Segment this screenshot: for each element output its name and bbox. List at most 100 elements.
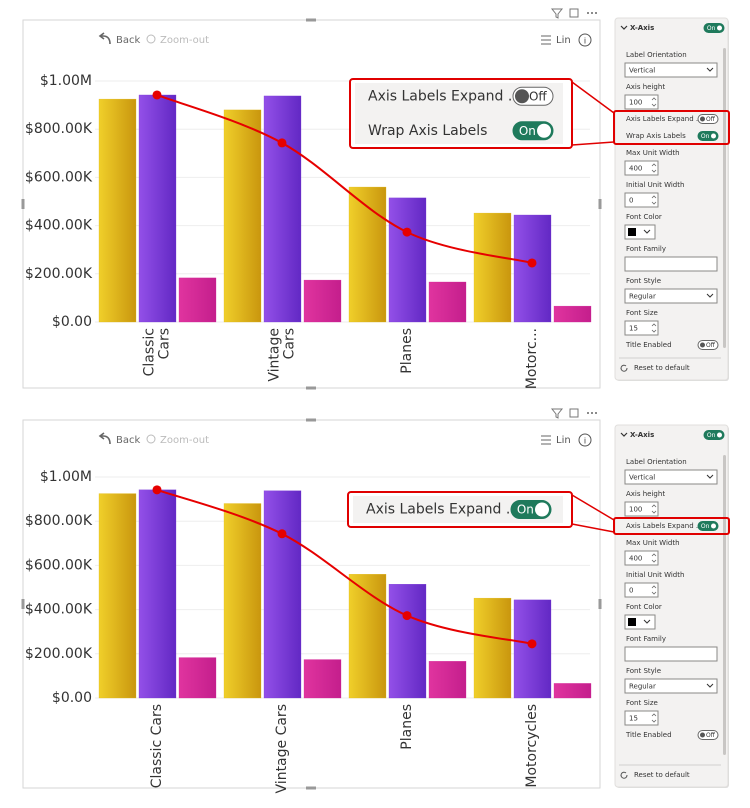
dropdown[interactable]: [624, 288, 718, 304]
y-tick-label: $400.00K: [25, 218, 93, 234]
bar: [303, 279, 342, 323]
toggle[interactable]: Off: [697, 340, 719, 350]
toggle-knob: [537, 123, 551, 138]
spin-arrows: [651, 163, 657, 173]
x-tick-label-line: Cars: [157, 328, 173, 359]
resize-handle: [306, 786, 316, 790]
zoom-out-button[interactable]: Zoom-out: [160, 35, 209, 46]
info-icon[interactable]: [578, 433, 592, 447]
dropdown-value: Regular: [629, 683, 656, 691]
text-input[interactable]: [624, 646, 718, 662]
dropdown-chevron: [706, 474, 714, 479]
reset-icon[interactable]: [620, 771, 628, 779]
reset-button[interactable]: Reset to default: [634, 364, 690, 372]
x-tick-label-line: Classic: [141, 328, 157, 376]
toggle[interactable]: Off: [697, 730, 719, 740]
spin-box[interactable]: [624, 320, 659, 336]
text-input[interactable]: [624, 256, 718, 272]
spin-box[interactable]: [624, 550, 659, 566]
more-dot[interactable]: [595, 12, 597, 14]
more-dot[interactable]: [587, 412, 589, 414]
spin-box[interactable]: [624, 710, 659, 726]
setting-label: Axis height: [626, 490, 665, 498]
bar: [348, 186, 387, 323]
toggle[interactable]: Off: [512, 86, 554, 106]
more-dot[interactable]: [591, 12, 593, 14]
spin-arrows: [651, 585, 657, 595]
more-dot[interactable]: [591, 412, 593, 414]
collapse-chevron[interactable]: [620, 432, 628, 437]
toggle-knob: [535, 502, 549, 517]
back-button[interactable]: Back: [116, 35, 140, 46]
bar: [178, 657, 217, 699]
y-tick-label: $200.00K: [25, 266, 93, 282]
callout-connector: [571, 523, 615, 533]
bar: [388, 197, 427, 323]
focus-icon[interactable]: [569, 8, 579, 18]
toggle-knob: [711, 523, 716, 529]
spin-box[interactable]: [624, 501, 659, 517]
x-tick-label: Planes: [399, 704, 415, 750]
dropdown[interactable]: [624, 678, 718, 694]
info-icon[interactable]: [578, 33, 592, 47]
callout-label: Wrap Axis Labels: [368, 123, 487, 139]
dropdown[interactable]: [624, 469, 718, 485]
line: [156, 94, 533, 264]
setting-label: Title Enabled: [625, 731, 672, 739]
spin-value: 0: [629, 587, 633, 595]
dropdown-value: Regular: [629, 293, 656, 301]
line-point: [527, 258, 537, 268]
back-icon[interactable]: [98, 32, 111, 45]
resize-handle: [598, 199, 602, 209]
toggle[interactable]: On: [703, 430, 725, 440]
reset-icon[interactable]: [620, 364, 628, 372]
more-dot[interactable]: [587, 12, 589, 14]
spin-value: 15: [629, 325, 638, 333]
spin-box[interactable]: [624, 192, 659, 208]
zoom-out-button[interactable]: Zoom-out: [160, 435, 209, 446]
back-button[interactable]: Back: [116, 435, 140, 446]
x-tick-label: Motorcycles: [524, 704, 540, 788]
focus-icon[interactable]: [569, 408, 579, 418]
setting-label: Wrap Axis Labels: [626, 132, 686, 140]
filter-icon[interactable]: [550, 408, 564, 419]
bar: [553, 683, 592, 699]
toggle-text: On: [701, 133, 710, 140]
toggle[interactable]: On: [510, 500, 552, 519]
spin-box[interactable]: [624, 94, 659, 110]
spin-value: 400: [629, 165, 642, 173]
spin-box[interactable]: [624, 582, 659, 598]
toggle[interactable]: On: [703, 23, 725, 33]
info-glyph: i: [584, 437, 586, 446]
spin-arrows: [651, 97, 657, 107]
toggle-text: Off: [706, 342, 716, 349]
y-tick-label: $800.00K: [25, 513, 93, 529]
line-point: [402, 227, 412, 237]
more-dot[interactable]: [595, 412, 597, 414]
bar: [428, 661, 467, 699]
scale-button[interactable]: Lin: [556, 435, 571, 446]
dropdown-chevron: [706, 293, 714, 298]
toggle[interactable]: Off: [697, 114, 719, 124]
filter-icon[interactable]: [550, 8, 564, 19]
line-point: [277, 138, 287, 148]
scale-button[interactable]: Lin: [556, 35, 571, 46]
setting-label: Font Style: [626, 667, 661, 675]
spin-value: 100: [629, 99, 642, 107]
collapse-chevron[interactable]: [620, 25, 628, 30]
toggle[interactable]: On: [697, 521, 719, 531]
setting-label: Label Orientation: [626, 458, 687, 466]
bar: [98, 493, 137, 699]
toggle-text: On: [701, 523, 710, 530]
reset-button[interactable]: Reset to default: [634, 771, 690, 779]
toggle[interactable]: On: [512, 121, 554, 141]
spin-value: 100: [629, 506, 642, 514]
y-tick-label: $600.00K: [25, 557, 93, 573]
spin-box[interactable]: [624, 160, 659, 176]
back-icon[interactable]: [98, 432, 111, 445]
panel-header: X-Axis: [630, 431, 654, 439]
toggle[interactable]: On: [697, 131, 719, 141]
color-chevron: [643, 229, 651, 234]
dropdown[interactable]: [624, 62, 718, 78]
color-swatch: [628, 618, 636, 626]
